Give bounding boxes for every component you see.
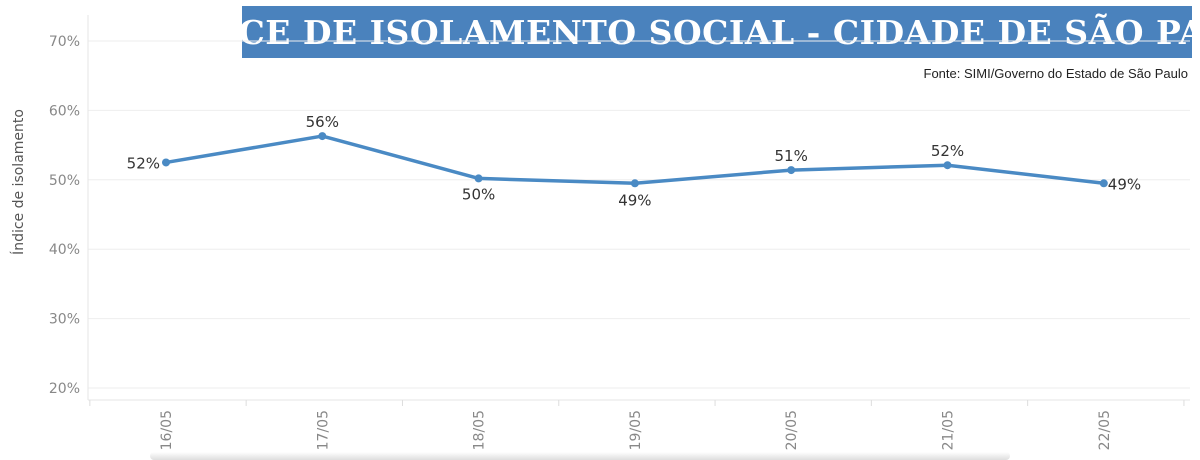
data-point: [943, 161, 952, 170]
data-label: 56%: [306, 113, 339, 131]
x-tick-label: 17/05: [315, 410, 331, 450]
data-label: 49%: [1108, 175, 1141, 193]
data-point: [787, 166, 796, 175]
chart-title-banner: ÍNDICE DE ISOLAMENTO SOCIAL - CIDADE DE …: [242, 6, 1192, 58]
y-tick-label: 20%: [49, 381, 80, 397]
x-tick-label: 18/05: [472, 410, 488, 450]
y-tick-label: 60%: [49, 103, 80, 119]
x-tick-label: 16/05: [159, 410, 175, 450]
data-point: [1099, 179, 1108, 188]
data-point: [474, 174, 483, 183]
x-tick-label: 21/05: [941, 410, 957, 450]
data-point: [318, 132, 327, 141]
data-label: 52%: [127, 154, 160, 172]
chart-title: ÍNDICE DE ISOLAMENTO SOCIAL - CIDADE DE …: [242, 12, 1192, 52]
y-tick-label: 50%: [49, 173, 80, 189]
data-label: 50%: [462, 185, 495, 203]
y-axis-title: Índice de isolamento: [10, 109, 27, 255]
data-point: [630, 179, 639, 188]
y-tick-label: 40%: [49, 242, 80, 258]
data-point: [162, 158, 170, 167]
data-label: 49%: [618, 191, 651, 209]
bottom-shadow: [150, 452, 1010, 460]
source-note: Fonte: SIMI/Governo do Estado de São Pau…: [923, 66, 1189, 81]
x-tick-label: 22/05: [1097, 410, 1113, 450]
y-tick-label: 30%: [49, 312, 80, 328]
data-label: 51%: [775, 147, 808, 165]
y-tick-label: 70%: [49, 34, 80, 50]
x-tick-label: 19/05: [628, 410, 644, 450]
data-label: 52%: [931, 142, 964, 160]
x-tick-label: 20/05: [784, 410, 800, 450]
